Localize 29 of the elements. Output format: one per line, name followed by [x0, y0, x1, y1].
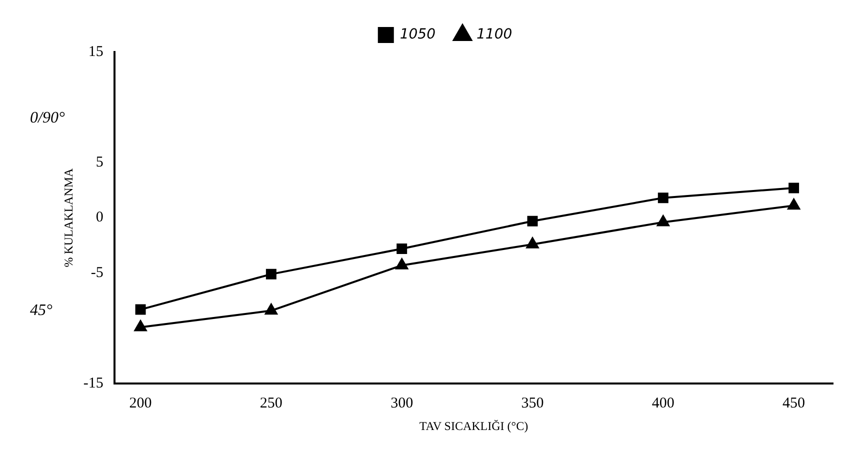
- point: [135, 304, 146, 315]
- point: [264, 304, 278, 315]
- point: [266, 268, 276, 280]
- x-tick-label: 350: [521, 396, 544, 412]
- text: 0/90°: [30, 110, 66, 127]
- point: [396, 258, 408, 270]
- x-tick-label: 200: [129, 396, 152, 412]
- y-tick-label: 15: [88, 44, 104, 60]
- x-tick-label: 450: [782, 396, 806, 412]
- x-tick-label: 400: [652, 396, 674, 412]
- point: [527, 216, 538, 226]
- x-tick-label: 300: [390, 396, 414, 412]
- y-tick-label: 5: [96, 154, 104, 170]
- point: [658, 192, 668, 204]
- text: 45°: [30, 302, 53, 319]
- point: [396, 244, 408, 254]
- legend-label: 1050: [400, 26, 436, 43]
- point: [788, 182, 800, 194]
- y-axis-title: % KULAKLANMA: [61, 168, 76, 268]
- x-axis-title: TAV SICAKLIĞI (°C): [419, 418, 528, 433]
- point: [656, 215, 670, 226]
- y-tick-label: -15: [83, 376, 104, 392]
- point: [788, 198, 800, 210]
- legend-label: 1100: [476, 26, 512, 43]
- point: [134, 320, 147, 332]
- y-tick-label: -5: [90, 265, 104, 282]
- point: [526, 237, 539, 248]
- y-tick-label: 0: [96, 210, 104, 226]
- x-tick-label: 250: [260, 396, 282, 412]
